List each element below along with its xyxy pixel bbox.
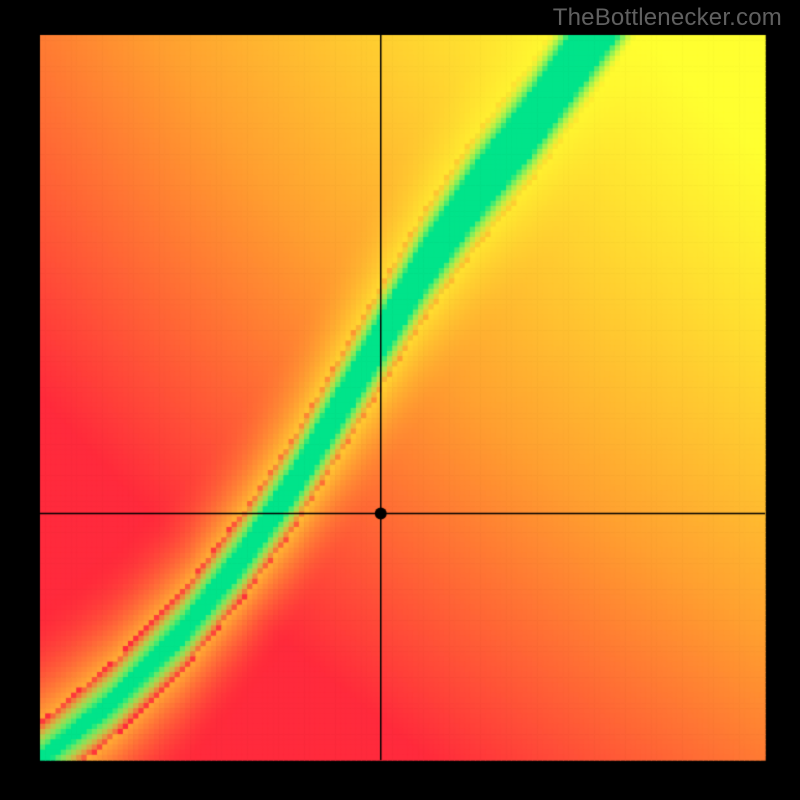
bottleneck-heatmap [0,0,800,800]
chart-container: TheBottlenecker.com [0,0,800,800]
watermark-text: TheBottlenecker.com [553,4,782,32]
